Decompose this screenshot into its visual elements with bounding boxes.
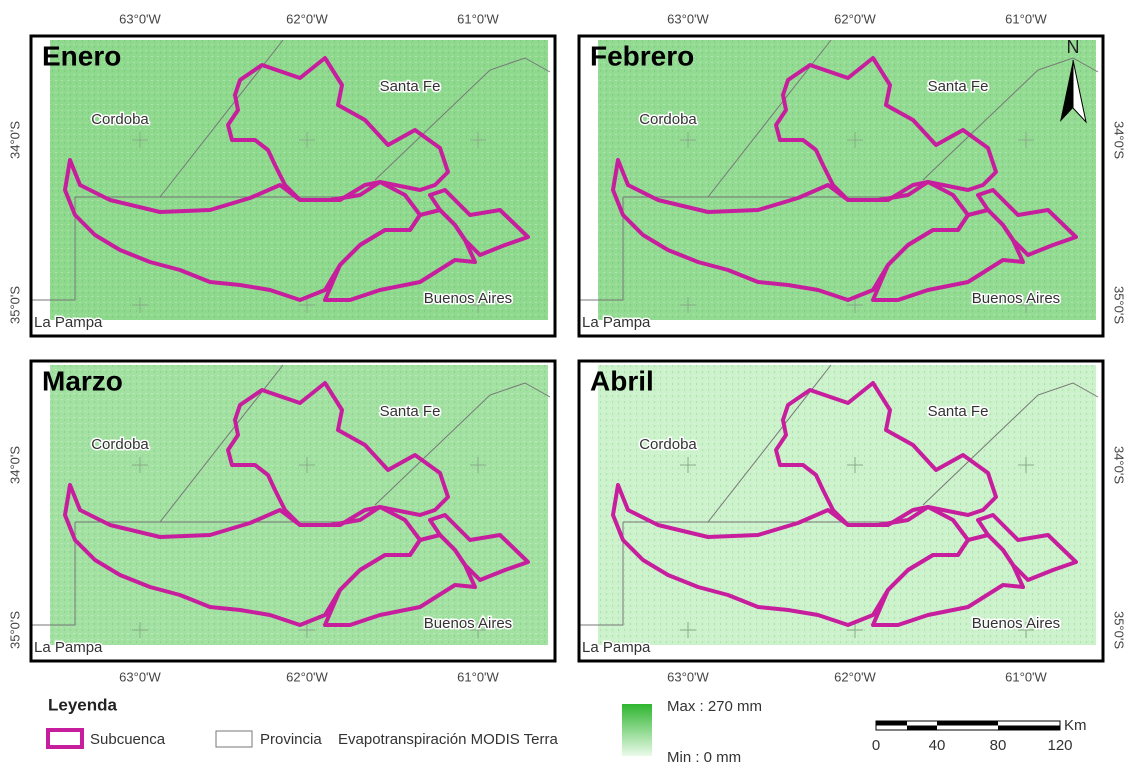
lon-label: 62°0'W [834,669,876,684]
lon-label: 61°0'W [457,669,499,684]
lon-label: 62°0'W [834,11,876,26]
lon-label: 62°0'W [286,11,328,26]
scale-unit: Km [1064,717,1087,734]
panel-title: Marzo [42,365,123,396]
map-panel: Febrero Santa Fe Cordoba Buenos Aires La Pam… [578,11,1127,336]
panel-title: Enero [42,40,121,71]
lon-label: 63°0'W [119,11,161,26]
place-label: Santa Fe [928,403,989,420]
scale-tick-label: 80 [990,737,1007,754]
raster-texture [598,365,1096,645]
map-panel: Enero Santa Fe Cordoba Buenos Aires La Pampa… [7,11,555,336]
place-label: Buenos Aires [972,290,1060,307]
lon-label: 61°0'W [1005,11,1047,26]
map-figure: Enero Santa Fe Cordoba Buenos Aires La Pampa… [0,0,1134,769]
legend: Leyenda Subcuenca Provincia Evapotranspi… [48,695,1087,765]
raster-texture [598,40,1096,320]
place-label: Santa Fe [928,78,989,95]
legend-title: Leyenda [48,695,118,714]
panel-title: Abril [590,365,654,396]
scale-bar [876,721,1060,730]
lon-label: 61°0'W [457,11,499,26]
lon-label: 61°0'W [1005,669,1047,684]
place-label: Cordoba [91,436,149,453]
scale-tick-label: 120 [1047,737,1072,754]
lat-label: 34°0'S [1112,121,1127,159]
place-label: La Pampa [582,639,651,656]
lat-label: 35°0'S [1112,286,1127,324]
place-label: La Pampa [34,639,103,656]
subcuenca-swatch [48,730,82,747]
legend-max: Max : 270 mm [667,698,762,715]
lat-label: 35°0'S [7,611,22,649]
place-label: Cordoba [639,111,697,128]
place-label: Cordoba [639,436,697,453]
lon-label: 63°0'W [667,11,709,26]
place-label: Santa Fe [380,403,441,420]
lon-label: 63°0'W [667,669,709,684]
scale-tick-label: 0 [872,737,880,754]
lon-label: 63°0'W [119,669,161,684]
legend-provincia: Provincia [260,731,322,748]
scale-tick-label: 40 [929,737,946,754]
color-ramp [622,704,652,756]
place-label: La Pampa [582,314,651,331]
map-panel: Abril Santa Fe Cordoba Buenos Aires La Pampa… [578,361,1127,684]
lat-label: 35°0'S [7,286,22,324]
place-label: Buenos Aires [972,615,1060,632]
lat-label: 34°0'S [1112,446,1127,484]
place-label: Cordoba [91,111,149,128]
lat-label: 34°0'S [7,121,22,159]
raster-texture [50,40,548,320]
north-label: N [1067,37,1080,57]
lat-label: 34°0'S [7,446,22,484]
place-label: Buenos Aires [424,615,512,632]
legend-min: Min : 0 mm [667,749,741,766]
panel-title: Febrero [590,40,694,71]
map-panel: Marzo Santa Fe Cordoba Buenos Aires La Pampa… [7,361,555,684]
lon-label: 62°0'W [286,669,328,684]
provincia-swatch [216,731,252,747]
place-label: Santa Fe [380,78,441,95]
legend-raster: Evapotranspiración MODIS Terra [338,731,558,748]
raster-texture [50,365,548,645]
place-label: La Pampa [34,314,103,331]
legend-subcuenca: Subcuenca [90,731,166,748]
lat-label: 35°0'S [1112,611,1127,649]
place-label: Buenos Aires [424,290,512,307]
panels: Enero Santa Fe Cordoba Buenos Aires La Pampa… [7,11,1126,684]
